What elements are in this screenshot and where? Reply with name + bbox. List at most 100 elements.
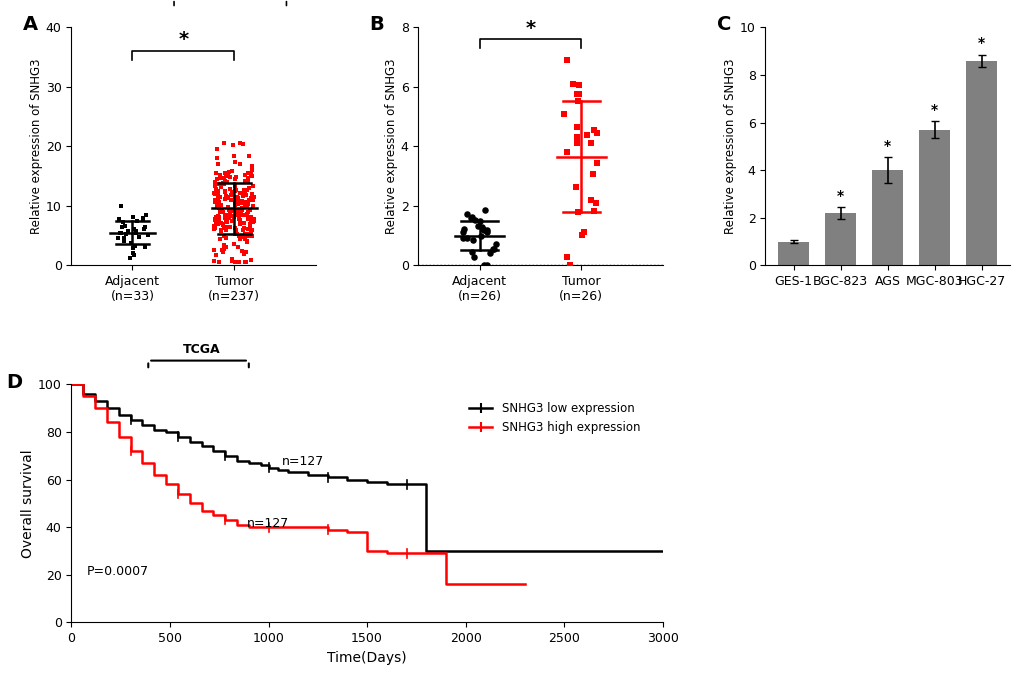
Point: [218, 213, 234, 224]
Point: [223, 204, 239, 215]
Point: [210, 213, 226, 224]
Point: [579, 129, 595, 140]
Point: [570, 96, 586, 107]
Point: [454, 233, 471, 244]
Point: [229, 196, 246, 207]
Point: [573, 230, 589, 241]
Text: A: A: [22, 16, 38, 34]
Point: [116, 235, 132, 246]
Point: [587, 197, 603, 208]
Text: D: D: [6, 373, 22, 391]
Point: [218, 223, 234, 234]
Point: [228, 207, 245, 218]
SNHG3 low expression: [479, 547, 491, 555]
Point: [212, 234, 228, 245]
SNHG3 low expression: [321, 473, 333, 482]
Point: [238, 235, 255, 246]
Point: [223, 256, 239, 267]
Point: [228, 226, 245, 237]
Point: [217, 191, 233, 202]
SNHG3 low expression: [112, 411, 124, 419]
Point: [455, 224, 472, 235]
Point: [113, 222, 129, 233]
SNHG3 high expression: [171, 490, 183, 498]
Point: [212, 173, 228, 184]
SNHG3 high expression: [219, 516, 231, 524]
Point: [475, 260, 491, 271]
Text: TCGA: TCGA: [182, 343, 220, 356]
Point: [225, 140, 242, 150]
Point: [215, 240, 231, 251]
Point: [217, 209, 233, 220]
Point: [206, 255, 222, 266]
SNHG3 high expression: [460, 580, 472, 588]
Point: [217, 168, 233, 179]
Point: [215, 244, 231, 254]
Point: [239, 199, 256, 210]
Text: P=0.0007: P=0.0007: [87, 565, 149, 578]
Point: [487, 238, 503, 249]
Point: [225, 211, 242, 222]
SNHG3 high expression: [207, 511, 219, 519]
SNHG3 low expression: [160, 428, 172, 436]
Point: [227, 171, 244, 182]
Point: [558, 146, 575, 157]
Point: [207, 177, 223, 188]
SNHG3 high expression: [196, 506, 208, 514]
Point: [485, 244, 501, 255]
Point: [245, 181, 261, 192]
Point: [234, 218, 251, 228]
SNHG3 high expression: [183, 499, 196, 508]
SNHG3 high expression: [400, 549, 413, 557]
Point: [243, 211, 259, 222]
Point: [470, 221, 486, 232]
Point: [237, 187, 254, 198]
Point: [568, 181, 584, 192]
Point: [227, 157, 244, 168]
Point: [226, 185, 243, 196]
Point: [229, 193, 246, 204]
Point: [230, 207, 247, 218]
Point: [246, 213, 262, 224]
SNHG3 high expression: [101, 419, 113, 427]
SNHG3 high expression: [230, 521, 243, 529]
Point: [239, 174, 256, 185]
Point: [222, 205, 238, 215]
SNHG3 high expression: [420, 549, 432, 557]
Point: [242, 205, 258, 215]
Point: [229, 228, 246, 239]
Point: [210, 196, 226, 207]
Point: [239, 207, 256, 218]
SNHG3 low expression: [101, 404, 113, 412]
Point: [233, 196, 250, 207]
SNHG3 low expression: [196, 442, 208, 450]
Point: [463, 213, 479, 224]
Point: [238, 200, 255, 211]
Point: [215, 219, 231, 230]
Point: [215, 222, 231, 233]
Point: [243, 226, 259, 237]
Point: [242, 222, 258, 233]
Point: [561, 260, 578, 271]
Point: [227, 184, 244, 195]
SNHG3 high expression: [439, 580, 451, 588]
Point: [125, 224, 142, 235]
Point: [124, 243, 141, 254]
SNHG3 high expression: [498, 580, 511, 588]
Point: [218, 193, 234, 204]
Point: [233, 231, 250, 242]
Point: [211, 192, 227, 202]
Point: [459, 209, 475, 220]
Point: [213, 181, 229, 192]
SNHG3 high expression: [519, 580, 531, 588]
Point: [238, 247, 255, 258]
Point: [481, 248, 497, 259]
Point: [206, 244, 222, 255]
SNHG3 low expression: [137, 421, 149, 429]
Point: [137, 222, 153, 233]
Point: [127, 228, 144, 239]
Point: [243, 168, 259, 179]
Point: [473, 222, 489, 233]
Point: [208, 173, 224, 184]
Point: [135, 215, 151, 226]
